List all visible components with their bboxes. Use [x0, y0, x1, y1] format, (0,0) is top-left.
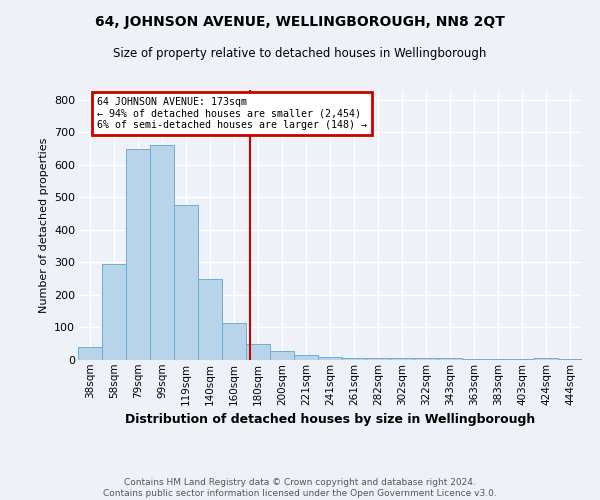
Bar — [270, 351, 294, 360]
Bar — [318, 356, 342, 360]
Bar — [174, 204, 198, 360]
Bar — [342, 358, 366, 360]
Bar — [534, 358, 558, 360]
Bar — [366, 358, 390, 360]
Bar — [438, 358, 462, 360]
Text: Contains HM Land Registry data © Crown copyright and database right 2024.
Contai: Contains HM Land Registry data © Crown c… — [103, 478, 497, 498]
Bar — [102, 264, 126, 360]
Bar — [414, 358, 438, 360]
Bar — [246, 344, 270, 360]
Bar — [462, 359, 486, 360]
Text: 64, JOHNSON AVENUE, WELLINGBOROUGH, NN8 2QT: 64, JOHNSON AVENUE, WELLINGBOROUGH, NN8 … — [95, 15, 505, 29]
Bar — [150, 146, 174, 360]
Bar — [198, 278, 222, 360]
Text: 64 JOHNSON AVENUE: 173sqm
← 94% of detached houses are smaller (2,454)
6% of sem: 64 JOHNSON AVENUE: 173sqm ← 94% of detac… — [97, 96, 367, 130]
Bar — [510, 359, 534, 360]
Bar — [126, 148, 150, 360]
Text: Size of property relative to detached houses in Wellingborough: Size of property relative to detached ho… — [113, 48, 487, 60]
Bar — [486, 359, 510, 360]
Bar — [222, 323, 246, 360]
Bar — [390, 358, 414, 360]
Y-axis label: Number of detached properties: Number of detached properties — [38, 138, 49, 312]
Bar — [78, 347, 102, 360]
Bar — [558, 359, 582, 360]
X-axis label: Distribution of detached houses by size in Wellingborough: Distribution of detached houses by size … — [125, 413, 535, 426]
Bar — [294, 355, 318, 360]
